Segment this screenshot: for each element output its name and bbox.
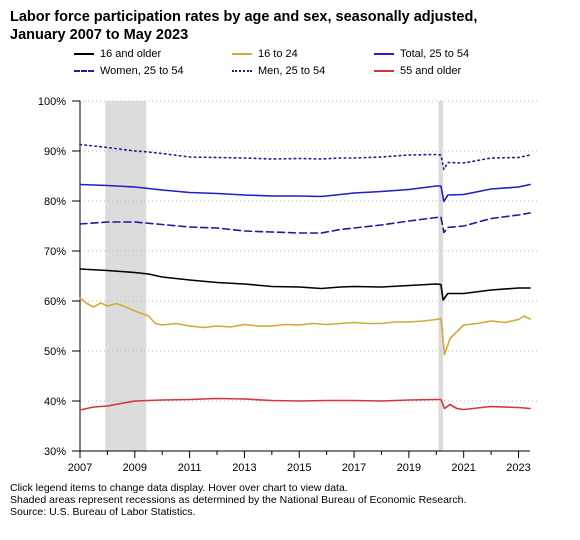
x-tick-label: 2009 bbox=[123, 462, 147, 474]
legend-swatch bbox=[232, 53, 252, 55]
series-line-55-and-older bbox=[79, 397, 531, 411]
x-tick-label: 2007 bbox=[68, 462, 92, 474]
y-tick-label: 40% bbox=[44, 396, 66, 408]
series-line-16-to-24 bbox=[79, 297, 531, 356]
legend-swatch bbox=[374, 70, 394, 72]
x-tick-label: 2023 bbox=[506, 462, 530, 474]
series-line-total-25-to-54 bbox=[79, 183, 531, 203]
series-line-16-and-older bbox=[79, 268, 531, 301]
y-tick-label: 50% bbox=[44, 346, 66, 358]
legend-label: Total, 25 to 54 bbox=[400, 48, 470, 60]
legend-label: 16 and older bbox=[100, 48, 162, 60]
recession-band-2 bbox=[438, 101, 444, 451]
y-tick-label: 30% bbox=[44, 446, 66, 458]
legend-label: 55 and older bbox=[400, 65, 462, 77]
legend-swatch bbox=[74, 53, 94, 55]
chart-title-line-1: Labor force participation rates by age a… bbox=[10, 9, 478, 25]
chart-title: Labor force participation rates by age a… bbox=[10, 8, 570, 44]
series-line-women-25-to-54 bbox=[79, 212, 531, 234]
line-chart[interactable]: 30% 40% 50% 60% 70% 80% 90% 100% 2007 2009 2011 201… bbox=[0, 86, 580, 476]
legend-swatch bbox=[374, 53, 394, 55]
chart-title-line-2: January 2007 to May 2023 bbox=[10, 27, 189, 43]
x-tick-label: 2013 bbox=[232, 462, 256, 474]
y-tick-label: 100% bbox=[38, 96, 66, 108]
y-tick-label: 90% bbox=[44, 146, 66, 158]
legend-swatch bbox=[74, 70, 94, 72]
x-tick-label: 2011 bbox=[178, 462, 202, 474]
legend-label: Men, 25 to 54 bbox=[258, 65, 326, 77]
x-tick-label: 2015 bbox=[287, 462, 311, 474]
legend-label: 16 to 24 bbox=[258, 48, 298, 60]
series-line-men-25-to-54 bbox=[79, 143, 531, 171]
note-instructions: Click legend items to change data displa… bbox=[10, 482, 348, 494]
y-tick-label: 80% bbox=[44, 196, 66, 208]
chart-notes: Click legend items to change data displa… bbox=[10, 482, 570, 518]
y-tick-label: 70% bbox=[44, 246, 66, 258]
x-tick-label: 2021 bbox=[451, 462, 475, 474]
x-tick-label: 2017 bbox=[342, 462, 366, 474]
note-recessions: Shaded areas represent recessions as det… bbox=[10, 494, 467, 506]
x-tick-label: 2019 bbox=[397, 462, 421, 474]
legend-swatch bbox=[232, 70, 252, 72]
recession-band-1 bbox=[105, 101, 147, 451]
chart-legend: 16 and older 16 to 24 Total, 25 to 54 Women… bbox=[74, 47, 574, 79]
note-source: Source: U.S. Bureau of Labor Statistics. bbox=[10, 506, 196, 518]
y-tick-label: 60% bbox=[44, 296, 66, 308]
legend-label: Women, 25 to 54 bbox=[100, 65, 184, 77]
